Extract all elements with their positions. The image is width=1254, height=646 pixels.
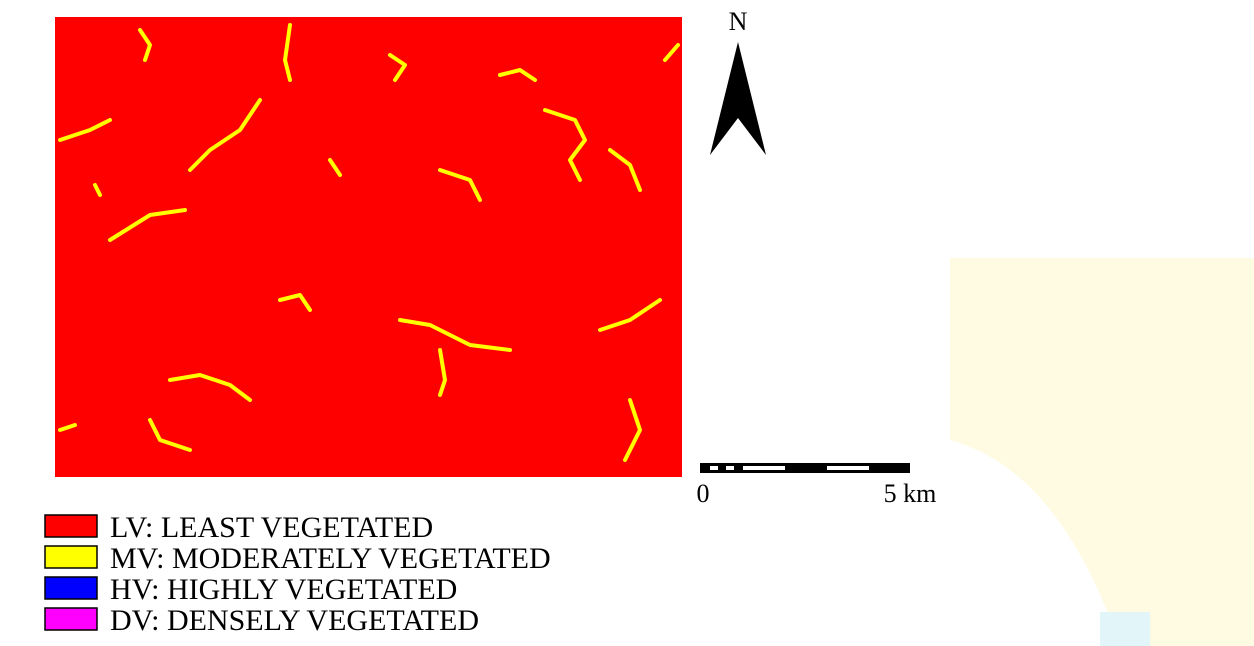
legend-label: LV: LEAST VEGETATED <box>110 511 433 544</box>
legend-label: MV: MODERATELY VEGETATED <box>110 542 551 575</box>
map-raster <box>55 17 682 477</box>
scale-bar-segment <box>743 466 785 470</box>
page: N 0 5 km LV: LEAST VEGETATEDMV: MODERATE… <box>0 0 1254 646</box>
scale-bar-segment <box>726 466 734 470</box>
legend-label: DV: DENSELY VEGETATED <box>110 604 479 637</box>
legend-label: HV: HIGHLY VEGETATED <box>110 573 457 606</box>
legend-swatch <box>45 546 97 568</box>
legend-swatch <box>45 515 97 537</box>
vegetation-map <box>55 17 682 477</box>
scale-bar-segment <box>827 466 869 470</box>
scale-start-label: 0 <box>697 479 710 508</box>
scale-bar-segment <box>710 466 718 470</box>
legend-swatch <box>45 608 97 630</box>
legend-swatch <box>45 577 97 599</box>
scale-bar: 0 5 km <box>697 463 937 508</box>
scale-end-label: 5 km <box>884 479 937 508</box>
background-tint <box>1100 612 1150 646</box>
north-arrow <box>710 42 766 155</box>
north-label: N <box>729 7 748 36</box>
